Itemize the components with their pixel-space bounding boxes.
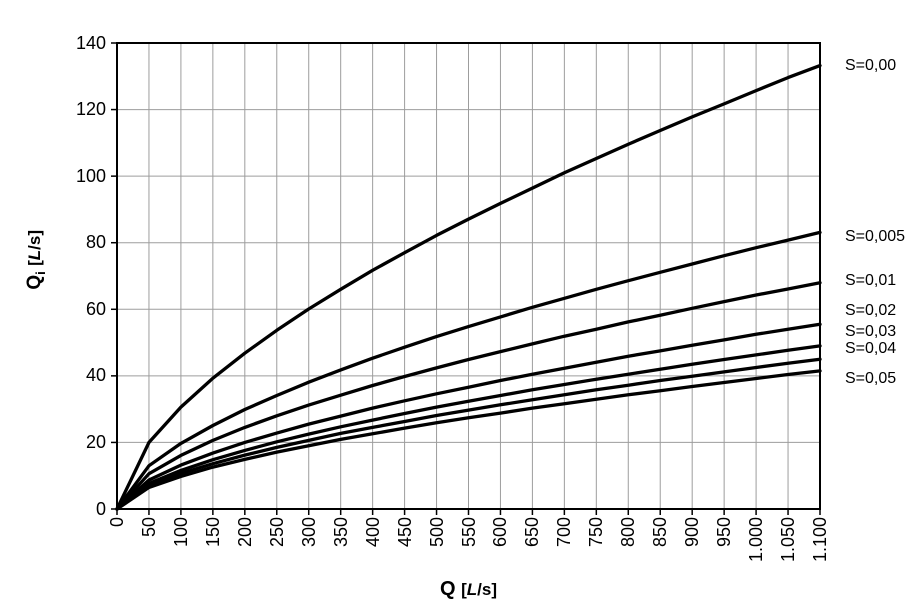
y-axis-tick-label: 60 — [85, 298, 106, 319]
curve-s-0-01 — [115, 281, 822, 511]
x-axis-tick-label: 700 — [554, 517, 575, 548]
y-axis-tick-label: 80 — [85, 232, 106, 253]
x-axis-tick-label: 800 — [618, 517, 639, 548]
curve-s-0-00 — [115, 63, 822, 511]
x-axis-tick-label: 500 — [426, 517, 447, 548]
x-axis-tick-label: 250 — [266, 517, 287, 548]
x-axis-title-unit: [L/s] — [461, 580, 498, 599]
x-axis-tick-label: 0 — [107, 517, 127, 528]
y-axis-tick-label: 20 — [85, 431, 106, 452]
x-axis-tick-label: 550 — [458, 517, 479, 548]
x-axis-title: Q [L/s] — [117, 577, 820, 602]
x-axis-tick-label: 950 — [714, 517, 735, 548]
curve-s-0-005 — [115, 230, 822, 511]
series-label-s-0-00: S=0,00 — [845, 56, 897, 74]
x-axis-tick-label: 1.000 — [746, 517, 767, 563]
series-label-s-0-02: S=0,02 — [845, 302, 897, 320]
x-axis-tick-label: 750 — [586, 517, 607, 548]
x-axis-tick-label: 50 — [138, 517, 159, 538]
series-label-s-0-04: S=0,04 — [845, 340, 897, 358]
series-label-s-0-005: S=0,005 — [845, 228, 906, 246]
curve-s-0-04 — [115, 357, 822, 511]
y-axis-tick-label: 140 — [75, 32, 106, 53]
x-axis-tick-label: 100 — [170, 517, 191, 548]
y-axis-tick-label: 0 — [95, 498, 106, 519]
y-axis-title: Qi [L/s] — [24, 230, 52, 290]
x-axis-tick-label: 450 — [394, 517, 415, 548]
x-axis-title-symbol: Q — [439, 578, 456, 600]
series-label-s-0-03: S=0,03 — [845, 322, 897, 340]
y-axis-tick-label: 40 — [85, 365, 106, 386]
x-axis-tick-label: 400 — [362, 517, 383, 548]
x-axis-tick-label: 1.050 — [778, 517, 799, 563]
x-axis-tick-label: 650 — [522, 517, 543, 548]
y-axis-tick-label: 100 — [75, 165, 106, 186]
series-label-s-0-01: S=0,01 — [845, 271, 897, 289]
curve-s-0-03 — [115, 344, 822, 511]
x-axis-tick-label: 900 — [682, 517, 703, 548]
curve-s-0-02 — [115, 322, 822, 511]
x-axis-tick-label: 300 — [298, 517, 319, 548]
x-axis-tick-label: 1.100 — [810, 517, 830, 563]
y-axis-title-unit: [L/s] — [25, 230, 44, 266]
x-axis-tick-label: 600 — [490, 517, 511, 548]
y-axis-title-symbol: Q — [24, 274, 45, 290]
x-axis-tick-label: 850 — [650, 517, 671, 548]
x-axis-tick-label: 150 — [202, 517, 223, 548]
y-axis-title-subscript: i — [32, 271, 48, 275]
x-axis-tick-label: 200 — [234, 517, 255, 548]
y-axis-tick-label: 120 — [75, 99, 106, 120]
curve-s-0-05 — [115, 369, 822, 511]
series-label-s-0-05: S=0,05 — [845, 369, 897, 387]
x-axis-tick-label: 350 — [330, 517, 351, 548]
